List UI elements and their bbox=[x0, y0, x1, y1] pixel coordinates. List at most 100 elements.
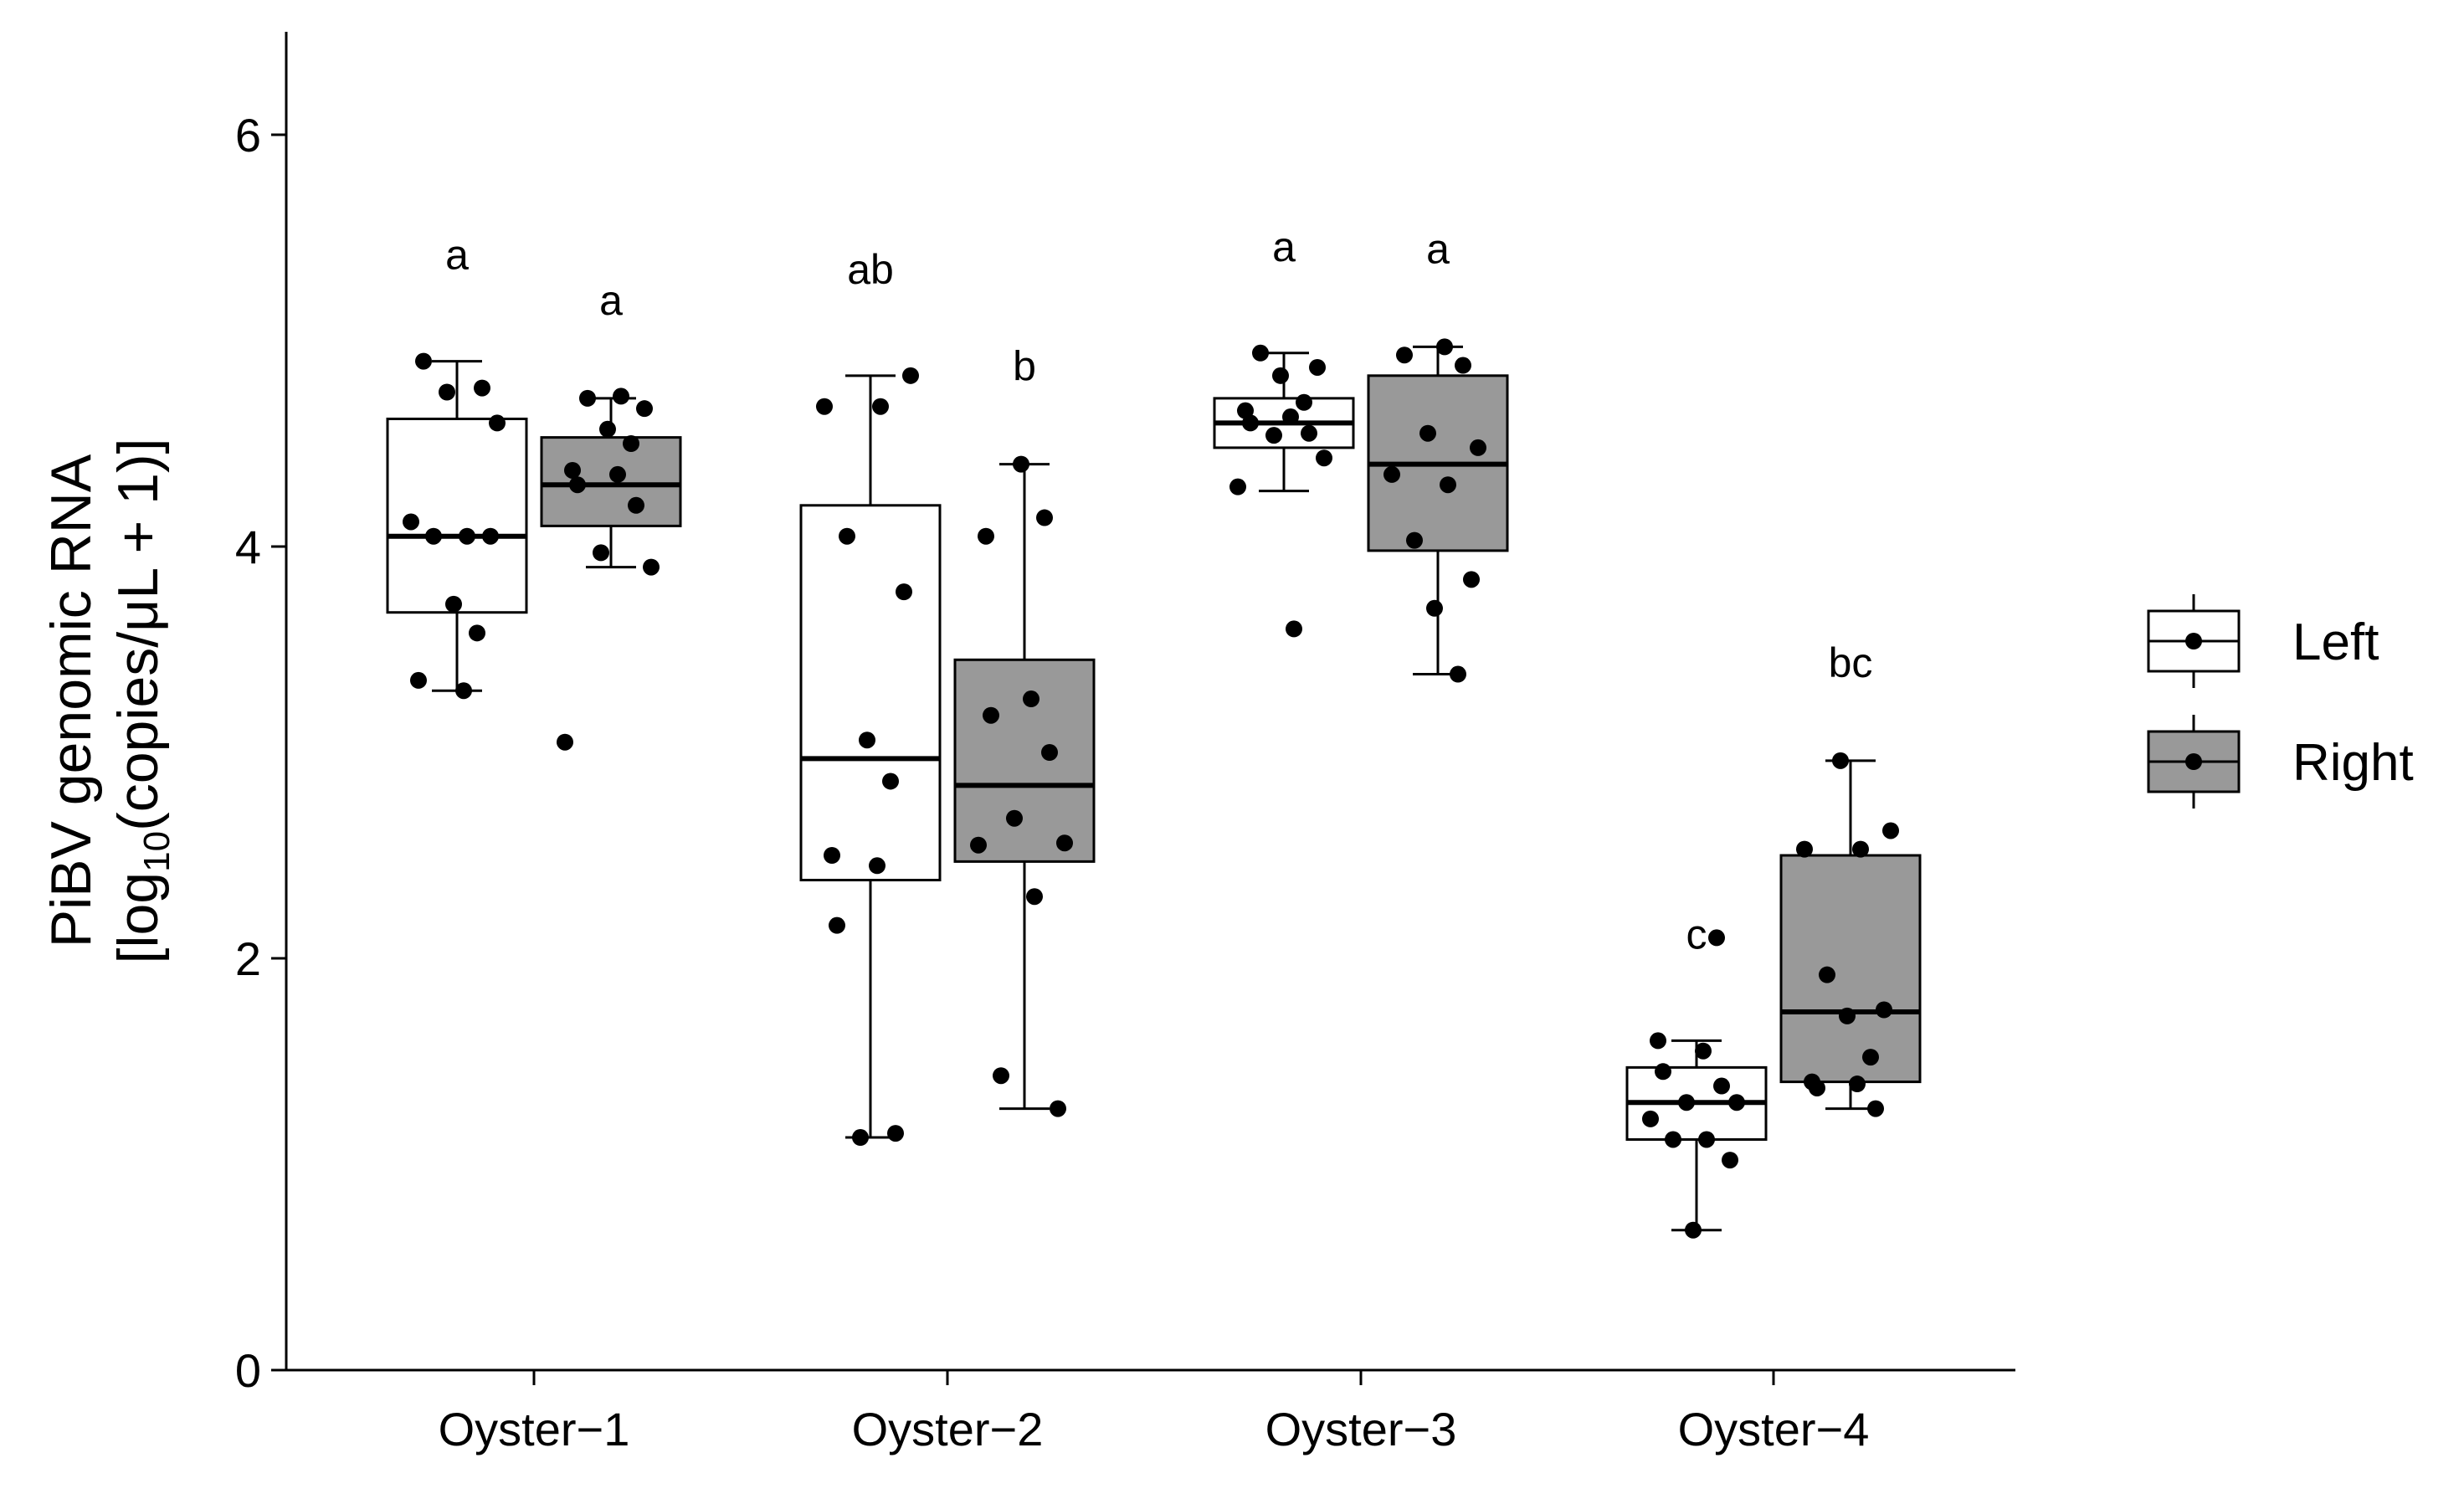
data-point bbox=[1041, 744, 1058, 761]
data-point bbox=[593, 544, 609, 562]
data-point bbox=[1316, 449, 1332, 467]
data-point bbox=[1252, 344, 1269, 362]
data-point bbox=[439, 383, 455, 401]
x-tick-label: Oyster−3 bbox=[1265, 1403, 1457, 1455]
legend-item-left: Left bbox=[2147, 594, 2379, 688]
box-left-4: c bbox=[1625, 911, 1768, 1239]
data-point bbox=[993, 1067, 1009, 1085]
data-point bbox=[1678, 1094, 1695, 1111]
y-tick-label: 2 bbox=[235, 932, 261, 985]
data-point bbox=[1013, 455, 1029, 473]
data-point bbox=[613, 388, 629, 405]
data-point bbox=[1450, 665, 1466, 683]
data-point bbox=[403, 513, 419, 531]
data-point bbox=[1036, 509, 1053, 526]
data-point bbox=[816, 398, 833, 415]
legend-label: Left bbox=[2292, 613, 2379, 671]
data-point bbox=[599, 420, 616, 438]
data-point bbox=[1665, 1131, 1681, 1148]
y-tick-label: 0 bbox=[235, 1344, 261, 1397]
data-point bbox=[1695, 1042, 1712, 1060]
y-axis-title-suffix: (copies/μL + 1)] bbox=[106, 438, 170, 830]
y-tick-label: 4 bbox=[235, 521, 261, 573]
data-point bbox=[482, 527, 499, 545]
y-ticks: 0 2 4 6 bbox=[235, 109, 286, 1397]
box-iqr bbox=[540, 436, 682, 527]
data-point bbox=[1698, 1131, 1715, 1148]
box-right-1: a bbox=[540, 277, 682, 751]
data-point bbox=[1396, 347, 1413, 364]
x-tick-label: Oyster−4 bbox=[1678, 1403, 1870, 1455]
data-point bbox=[1862, 1049, 1879, 1066]
data-point bbox=[1419, 424, 1436, 442]
data-point bbox=[970, 836, 987, 854]
data-point bbox=[1642, 1110, 1659, 1127]
box-right-4: bc bbox=[1779, 639, 1922, 1117]
data-point bbox=[1436, 338, 1453, 356]
data-point bbox=[579, 389, 596, 407]
data-point bbox=[623, 435, 639, 452]
data-point bbox=[1296, 393, 1312, 411]
data-point bbox=[1728, 1094, 1745, 1111]
data-point bbox=[1876, 1001, 1892, 1019]
data-point bbox=[455, 682, 472, 700]
data-point bbox=[882, 773, 899, 790]
data-point bbox=[643, 558, 660, 576]
y-axis-title-line2: [log10(copies/μL + 1)] bbox=[106, 438, 177, 963]
data-point bbox=[1309, 358, 1326, 376]
data-point bbox=[1455, 357, 1471, 374]
data-point bbox=[1470, 439, 1486, 456]
data-point bbox=[1463, 571, 1480, 588]
data-point bbox=[978, 527, 994, 545]
legend-point bbox=[2185, 633, 2202, 649]
x-tick-label: Oyster−1 bbox=[439, 1403, 630, 1455]
data-point bbox=[410, 671, 427, 689]
data-point bbox=[1006, 809, 1023, 827]
significance-label: a bbox=[445, 232, 469, 279]
y-axis-title-prefix: [log bbox=[106, 872, 170, 964]
data-point bbox=[415, 352, 432, 370]
data-point bbox=[1286, 620, 1302, 638]
x-tick-label: Oyster−2 bbox=[852, 1403, 1044, 1455]
data-point bbox=[824, 847, 840, 864]
data-point bbox=[1406, 531, 1423, 549]
data-point bbox=[887, 1125, 904, 1142]
data-point bbox=[1650, 1032, 1666, 1050]
data-point bbox=[1882, 822, 1899, 839]
data-point bbox=[459, 527, 475, 545]
data-point bbox=[1708, 929, 1725, 947]
legend-point bbox=[2185, 753, 2202, 770]
data-point bbox=[1301, 424, 1317, 442]
data-point bbox=[896, 583, 912, 601]
data-point bbox=[1282, 408, 1299, 426]
data-point bbox=[1832, 752, 1849, 769]
data-point bbox=[1867, 1100, 1884, 1117]
data-point bbox=[1229, 478, 1246, 495]
box-right-2: b bbox=[953, 343, 1096, 1117]
data-point bbox=[829, 916, 845, 934]
box-left-2: ab bbox=[799, 246, 942, 1147]
data-point bbox=[1655, 1063, 1671, 1081]
data-point bbox=[1056, 834, 1073, 852]
significance-label: a bbox=[1272, 223, 1296, 270]
data-point bbox=[1242, 414, 1259, 432]
box-iqr bbox=[953, 658, 1096, 863]
axes: 0 2 4 6 Oyster−1 Oyster−2 Oyster−3 Oyster−4 bbox=[235, 32, 2015, 1455]
data-point bbox=[1383, 465, 1400, 483]
data-point bbox=[1722, 1152, 1738, 1169]
data-point bbox=[859, 732, 875, 749]
data-point bbox=[425, 527, 442, 545]
data-point bbox=[839, 527, 855, 545]
box-left-1: a bbox=[386, 232, 528, 700]
data-point bbox=[469, 624, 485, 642]
y-tick-label: 6 bbox=[235, 109, 261, 162]
data-point bbox=[1272, 367, 1289, 384]
data-point bbox=[557, 733, 573, 751]
box-iqr bbox=[1779, 854, 1922, 1084]
data-point bbox=[872, 398, 889, 415]
legend-item-right: Right bbox=[2147, 715, 2414, 809]
data-point bbox=[1809, 1079, 1825, 1096]
data-point bbox=[902, 367, 919, 384]
